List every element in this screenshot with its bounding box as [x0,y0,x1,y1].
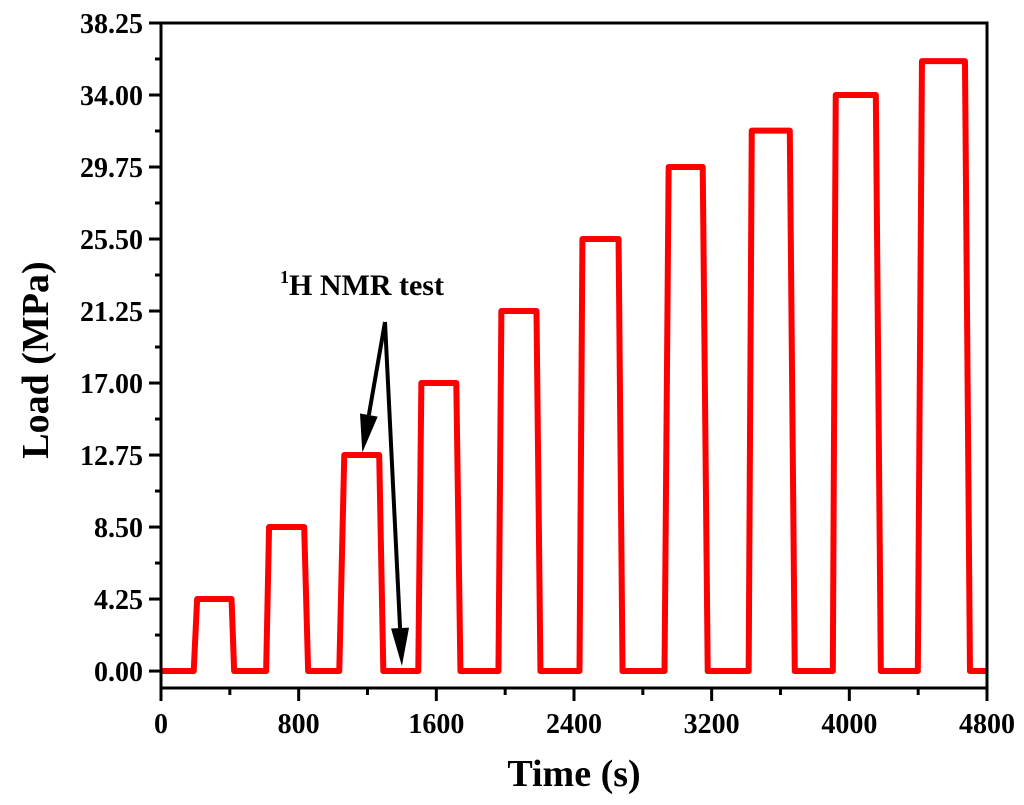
x-tick-label: 0 [154,709,168,740]
x-tick-label: 2400 [546,709,602,740]
annotation-arrowhead [359,413,378,453]
y-tick-label: 25.50 [80,225,143,256]
y-tick-label: 29.75 [80,153,143,184]
annotation-arrow-shaft [383,321,403,629]
y-tick-label: 4.25 [94,585,143,616]
x-tick-label: 1600 [408,709,464,740]
x-tick-label: 4800 [959,709,1015,740]
y-tick-label: 38.25 [80,9,143,40]
annotation-text: H NMR test [289,269,444,302]
x-axis-label: Time (s) [507,753,640,795]
load-series-line [161,58,987,675]
y-tick-label: 17.00 [80,369,143,400]
y-tick-label: 0.00 [94,657,143,688]
x-tick-label: 3200 [684,709,740,740]
x-tick-label: 800 [278,709,320,740]
annotation-superscript: 1 [280,267,289,287]
plot-frame [159,21,989,690]
annotation: 1H NMR test [280,267,444,666]
annotation-arrow-shaft [366,321,387,416]
y-tick-label: 21.25 [80,297,143,328]
x-tick-label: 4000 [821,709,877,740]
annotation-label: 1H NMR test [280,267,444,302]
y-tick-label: 34.00 [80,81,143,112]
annotation-arrowhead [391,627,410,666]
y-tick-label: 12.75 [80,441,143,472]
y-axis-label: Load (MPa) [15,261,57,458]
y-tick-label: 8.50 [94,513,143,544]
